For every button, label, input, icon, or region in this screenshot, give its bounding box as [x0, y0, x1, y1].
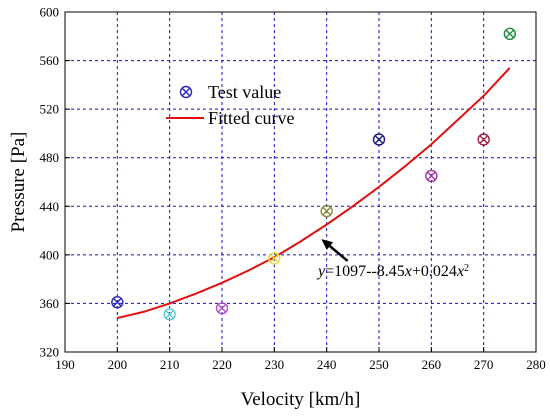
- x-tick-label: 240: [317, 357, 337, 372]
- equation-exponent: 2: [464, 263, 469, 274]
- equation-text: y=1097--8.45x+0.024x2: [316, 263, 469, 281]
- test-value-points: [111, 27, 517, 321]
- x-tick-label: 200: [108, 357, 128, 372]
- equation-x-1: x: [404, 263, 412, 280]
- y-tick-label: 480: [40, 150, 60, 165]
- plot-frame: [64, 11, 537, 353]
- grid: [65, 12, 536, 352]
- y-tick-label: 360: [40, 296, 60, 311]
- legend-label-fitted-curve: Fitted curve: [208, 108, 294, 128]
- test-value-point: [372, 133, 386, 146]
- y-axis-title: Pressure [Pa]: [8, 132, 29, 233]
- x-tick-label: 190: [55, 357, 75, 372]
- legend-marker-icon: [179, 85, 193, 99]
- test-value-point: [320, 204, 333, 218]
- fitted-curve-layer: [117, 67, 511, 319]
- x-axis-title: Velocity [km/h]: [241, 389, 361, 410]
- annotation-arrow: [329, 245, 349, 262]
- y-tick-label: 520: [40, 102, 60, 117]
- legend: Test value Fitted curve: [166, 82, 294, 128]
- x-tick-label: 230: [265, 357, 285, 372]
- test-value-point: [163, 308, 176, 321]
- equation-annotation: y=1097--8.45x+0.024x2: [316, 239, 469, 280]
- x-axis-ticks: 190 200 210 220 230 240 250 260 270 280: [55, 347, 546, 372]
- test-value-point: [503, 27, 517, 41]
- annotation-arrowhead: [321, 239, 334, 250]
- equation-x-2: x: [456, 263, 464, 280]
- test-value-point: [425, 169, 438, 183]
- x-tick-label: 250: [369, 357, 389, 372]
- y-tick-label: 560: [40, 53, 60, 68]
- test-value-point: [268, 252, 281, 265]
- y-tick-label: 600: [40, 5, 60, 20]
- x-tick-label: 280: [526, 357, 546, 372]
- y-axis-ticks: 320 360 400 440 480 520 560 600: [40, 5, 70, 360]
- y-tick-label: 400: [40, 247, 60, 262]
- equation-part-1: =1097--8.45: [325, 263, 405, 280]
- y-tick-label: 440: [40, 199, 60, 214]
- y-tick-label: 320: [40, 345, 60, 360]
- x-tick-label: 220: [212, 357, 232, 372]
- equation-part-2: +0.024: [412, 263, 457, 280]
- test-value-point: [477, 133, 490, 146]
- test-value-point: [111, 296, 124, 309]
- legend-marker-test-value: [179, 85, 193, 99]
- fitted-curve-line: [117, 67, 511, 319]
- equation-y: y: [316, 263, 326, 280]
- test-value-point: [215, 302, 229, 315]
- x-tick-label: 270: [474, 357, 494, 372]
- x-tick-label: 210: [160, 357, 180, 372]
- legend-label-test-value: Test value: [208, 82, 281, 102]
- x-tick-label: 260: [422, 357, 442, 372]
